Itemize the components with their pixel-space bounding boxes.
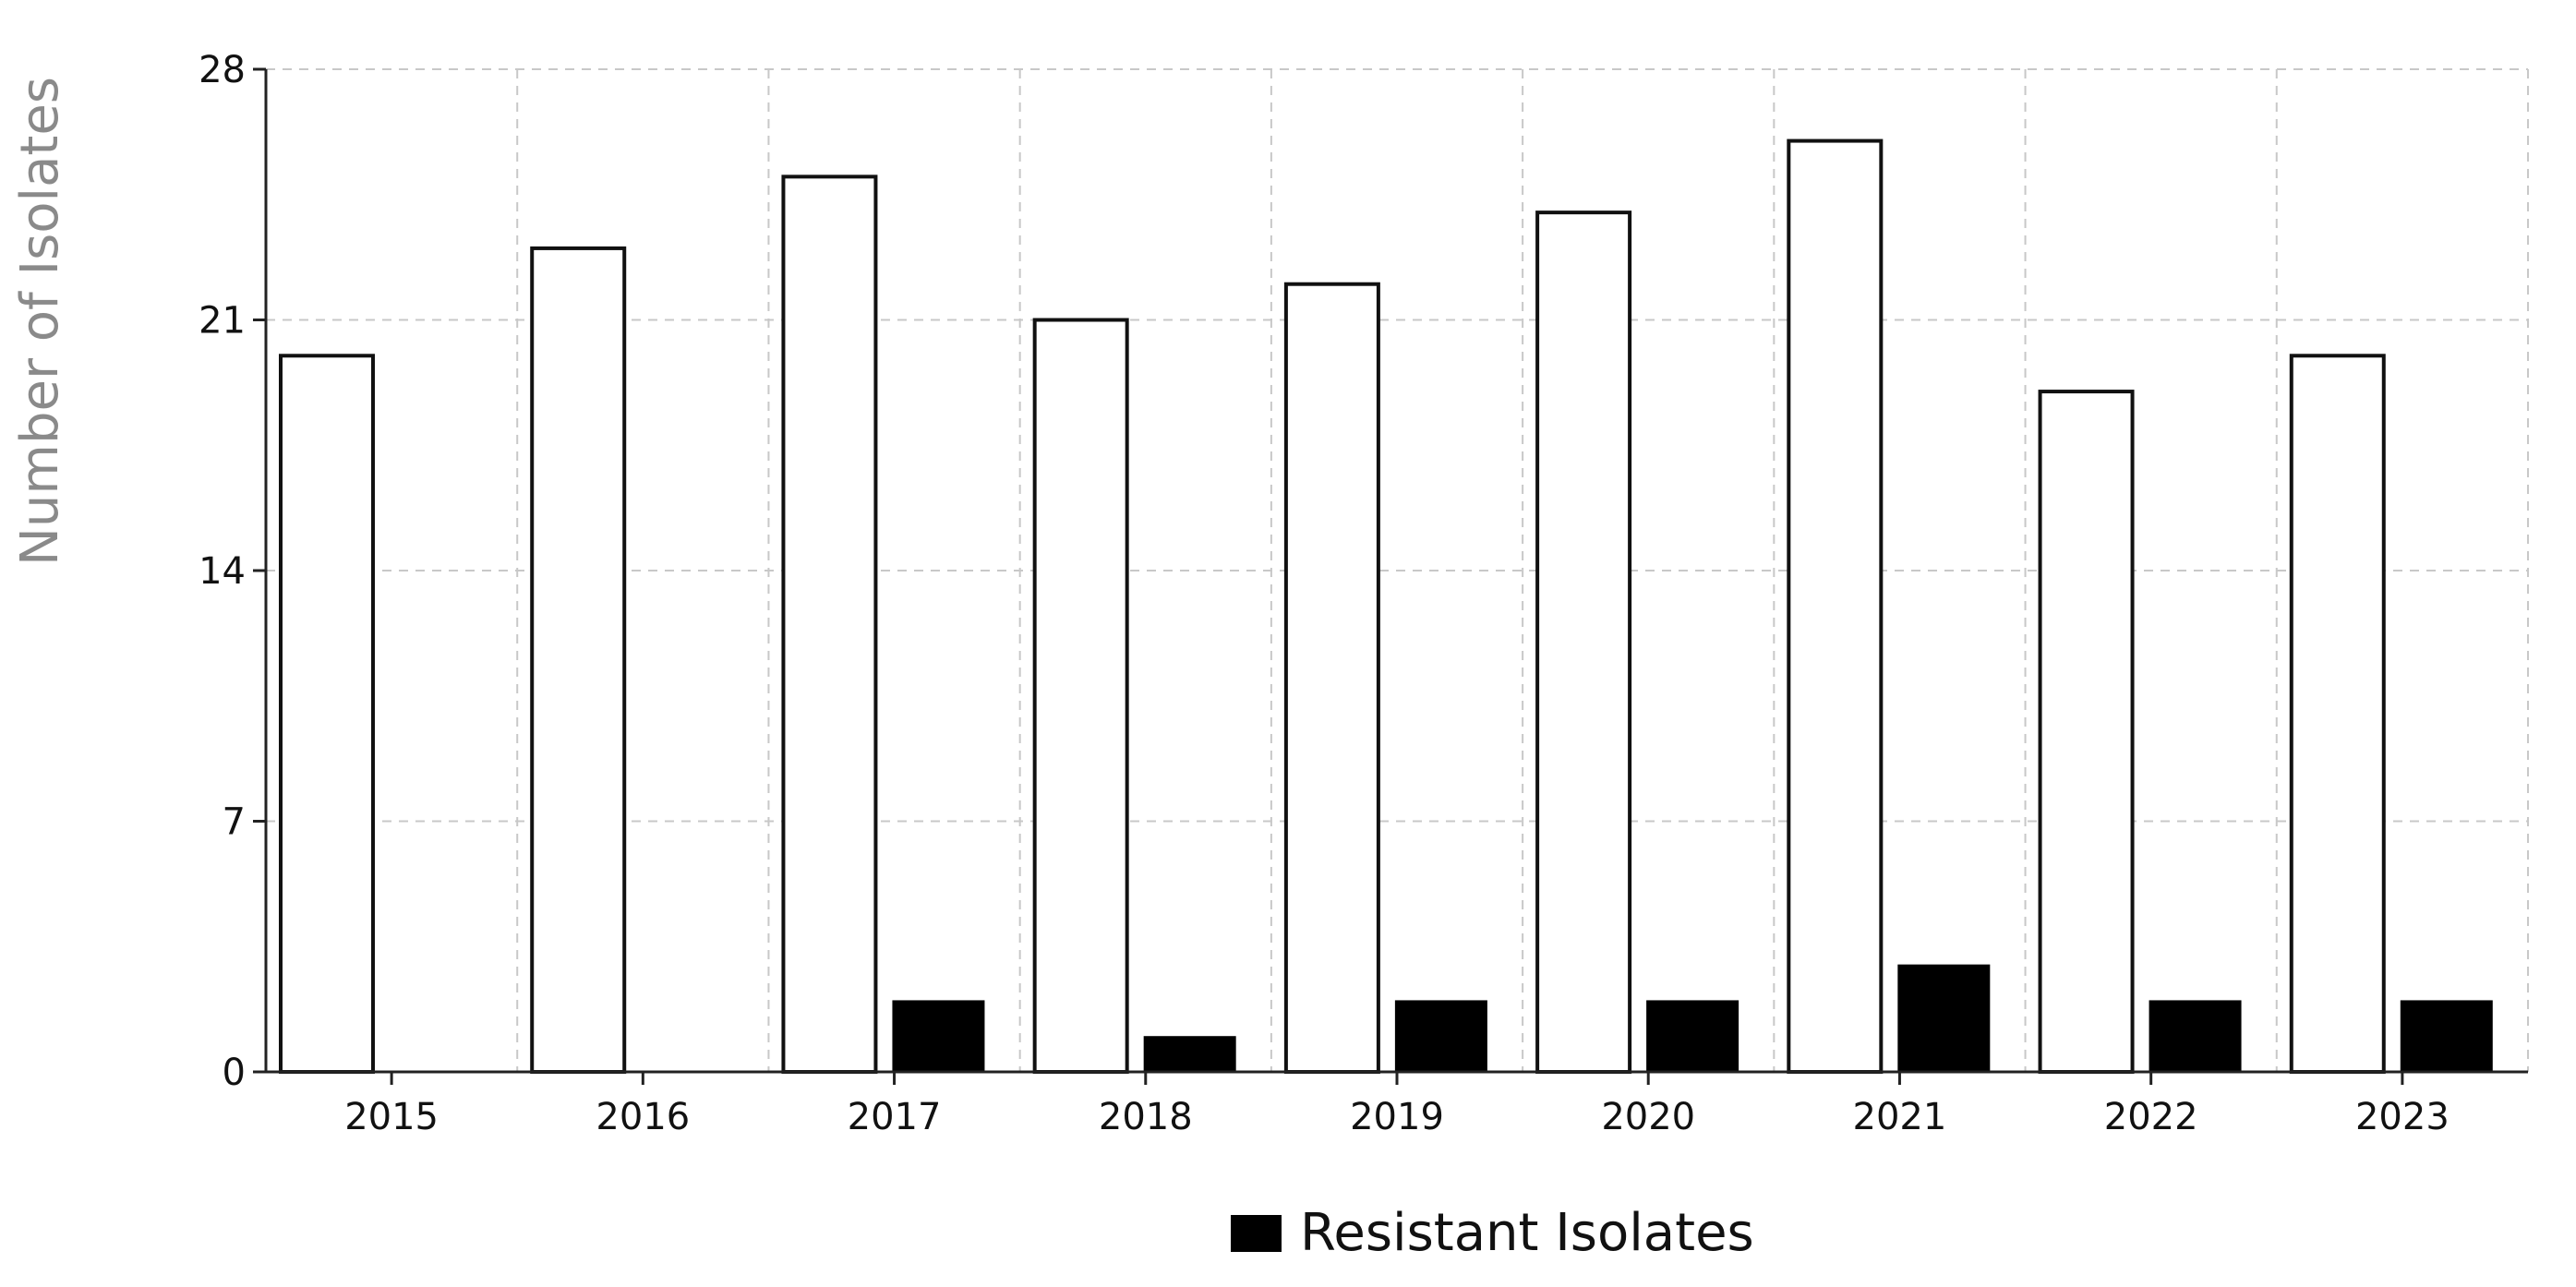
y-tick-label: 21 [199,300,246,343]
bar-resistant-isolates-2017 [892,1000,985,1072]
x-tick-label-2020: 2020 [1601,1096,1695,1138]
bar-resistant-isolates-2019 [1394,1000,1487,1072]
x-tick-label-2023: 2023 [2355,1096,2450,1138]
bar-total-isolates-2023 [2289,354,2386,1074]
y-axis-title: Number of Isolates [10,77,70,566]
legend: Resistant Isolates [1231,1203,1754,1263]
y-tick-label: 28 [199,49,246,91]
bar-total-isolates-2021 [1787,138,1884,1075]
bar-resistant-isolates-2020 [1646,1000,1739,1072]
x-tick-label-2021: 2021 [1853,1096,1947,1138]
bar-total-isolates-2017 [781,174,878,1075]
x-tick-label-2015: 2015 [344,1096,439,1138]
y-tick-label: 0 [223,1052,246,1094]
bar-resistant-isolates-2022 [2149,1000,2242,1072]
x-tick-label-2018: 2018 [1099,1096,1193,1138]
bar-total-isolates-2016 [530,246,627,1074]
bar-total-isolates-2022 [2038,390,2135,1075]
y-tick-label: 7 [223,801,246,844]
bar-resistant-isolates-2018 [1143,1036,1236,1072]
legend-swatch-resistant-isolates [1231,1215,1282,1252]
y-tick-label: 14 [199,550,246,593]
bar-resistant-isolates-2023 [2400,1000,2493,1072]
bar-resistant-isolates-2021 [1897,964,1991,1072]
x-tick-label-2022: 2022 [2104,1096,2198,1138]
legend-label-resistant-isolates: Resistant Isolates [1300,1203,1754,1263]
bar-total-isolates-2019 [1283,282,1380,1074]
x-tick-label-2016: 2016 [596,1096,690,1138]
axes-group [253,67,2528,1085]
bar-total-isolates-2020 [1535,210,1632,1074]
x-tick-labels: 2015 2016 2017 2018 2019 2020 2021 2022 2023 [344,1096,2450,1138]
x-tick-label-2017: 2017 [848,1096,942,1138]
y-tick-labels: 0 7 14 21 28 [199,49,246,1094]
grid-lines [266,68,2529,1072]
bar-total-isolates-2015 [279,354,375,1074]
bars-group [279,138,2493,1075]
bar-total-isolates-2018 [1032,318,1129,1074]
x-tick-label-2019: 2019 [1350,1096,1444,1138]
